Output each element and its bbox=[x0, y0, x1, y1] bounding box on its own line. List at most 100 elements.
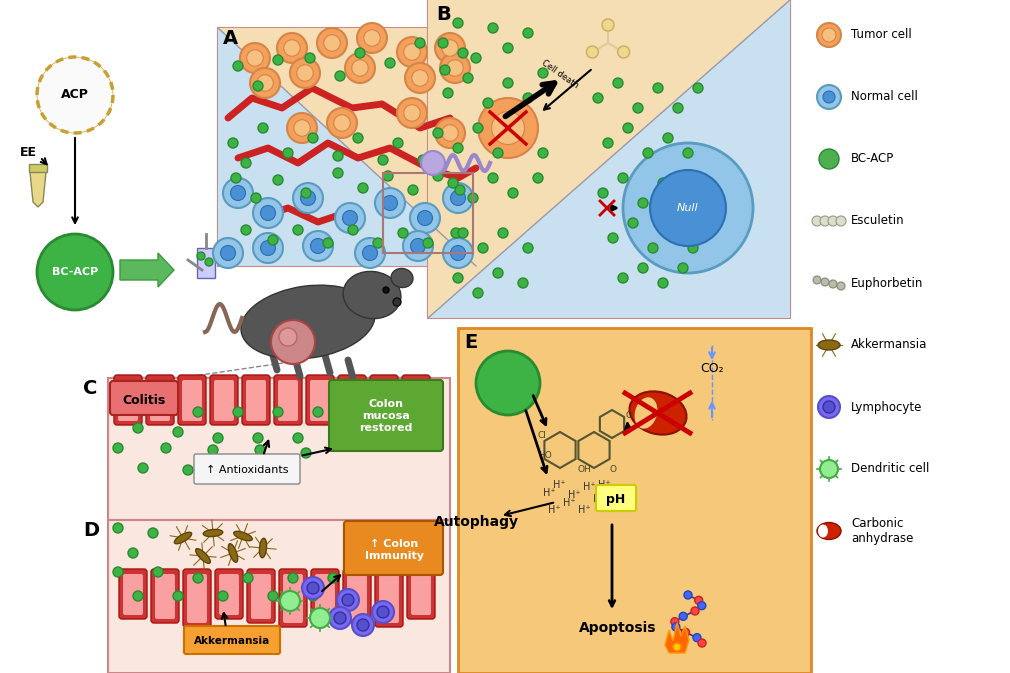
Circle shape bbox=[351, 60, 369, 76]
Circle shape bbox=[354, 133, 363, 143]
Circle shape bbox=[257, 75, 274, 92]
Circle shape bbox=[317, 28, 347, 58]
Circle shape bbox=[273, 55, 283, 65]
Circle shape bbox=[523, 243, 533, 253]
Circle shape bbox=[375, 188, 405, 218]
Circle shape bbox=[628, 218, 638, 228]
Text: O: O bbox=[625, 411, 632, 420]
Text: OH: OH bbox=[578, 465, 592, 474]
Circle shape bbox=[450, 190, 466, 205]
FancyBboxPatch shape bbox=[119, 569, 147, 619]
Text: pH: pH bbox=[606, 493, 625, 505]
FancyBboxPatch shape bbox=[210, 375, 238, 425]
Ellipse shape bbox=[175, 532, 192, 544]
Circle shape bbox=[230, 186, 245, 201]
Circle shape bbox=[258, 123, 268, 133]
Circle shape bbox=[284, 40, 300, 57]
Bar bbox=[218, 28, 476, 266]
FancyBboxPatch shape bbox=[152, 569, 179, 623]
Circle shape bbox=[638, 198, 648, 208]
Text: CO₂: CO₂ bbox=[700, 362, 723, 375]
Circle shape bbox=[255, 445, 265, 455]
Text: O: O bbox=[610, 465, 617, 474]
Circle shape bbox=[290, 58, 320, 88]
Circle shape bbox=[393, 298, 401, 306]
Circle shape bbox=[698, 602, 706, 610]
FancyBboxPatch shape bbox=[596, 485, 636, 511]
Circle shape bbox=[287, 113, 317, 143]
Circle shape bbox=[817, 23, 841, 47]
Text: Null: Null bbox=[677, 203, 699, 213]
FancyBboxPatch shape bbox=[274, 375, 302, 425]
Circle shape bbox=[148, 528, 158, 538]
FancyBboxPatch shape bbox=[194, 454, 300, 484]
Text: H⁺: H⁺ bbox=[583, 482, 596, 492]
Ellipse shape bbox=[260, 538, 267, 558]
Polygon shape bbox=[665, 623, 689, 653]
Circle shape bbox=[355, 48, 365, 58]
Circle shape bbox=[672, 623, 680, 631]
Ellipse shape bbox=[391, 269, 413, 287]
Text: Akkermansia: Akkermansia bbox=[194, 636, 270, 646]
Circle shape bbox=[415, 38, 425, 48]
Circle shape bbox=[333, 151, 343, 161]
Circle shape bbox=[492, 112, 524, 145]
FancyBboxPatch shape bbox=[402, 375, 430, 425]
Circle shape bbox=[695, 596, 703, 604]
FancyBboxPatch shape bbox=[370, 375, 398, 425]
Circle shape bbox=[468, 193, 478, 203]
Circle shape bbox=[623, 123, 633, 133]
Circle shape bbox=[393, 138, 403, 148]
Circle shape bbox=[113, 443, 123, 453]
Circle shape bbox=[113, 397, 123, 407]
FancyBboxPatch shape bbox=[150, 380, 170, 421]
Circle shape bbox=[37, 57, 113, 133]
Circle shape bbox=[358, 183, 368, 193]
Circle shape bbox=[193, 407, 203, 417]
Circle shape bbox=[663, 133, 673, 143]
Circle shape bbox=[820, 216, 830, 226]
FancyBboxPatch shape bbox=[315, 574, 335, 615]
Circle shape bbox=[213, 433, 223, 443]
Circle shape bbox=[329, 607, 351, 629]
Ellipse shape bbox=[817, 522, 841, 540]
Text: Carbonic
anhydrase: Carbonic anhydrase bbox=[851, 517, 913, 545]
Circle shape bbox=[213, 238, 243, 268]
Circle shape bbox=[508, 188, 518, 198]
Circle shape bbox=[327, 108, 357, 138]
Ellipse shape bbox=[233, 531, 252, 540]
Circle shape bbox=[308, 591, 318, 601]
Text: ACP: ACP bbox=[61, 89, 89, 102]
Polygon shape bbox=[30, 172, 46, 207]
Circle shape bbox=[405, 63, 435, 93]
Ellipse shape bbox=[343, 271, 401, 318]
Circle shape bbox=[438, 38, 448, 48]
FancyBboxPatch shape bbox=[182, 380, 202, 421]
Text: H⁺: H⁺ bbox=[578, 505, 591, 515]
Circle shape bbox=[305, 53, 315, 63]
Text: BC-ACP: BC-ACP bbox=[851, 153, 894, 166]
Circle shape bbox=[443, 88, 453, 98]
FancyBboxPatch shape bbox=[344, 521, 443, 575]
Circle shape bbox=[273, 407, 283, 417]
Circle shape bbox=[458, 48, 468, 58]
FancyBboxPatch shape bbox=[246, 380, 266, 421]
FancyBboxPatch shape bbox=[110, 381, 178, 415]
Circle shape bbox=[310, 608, 330, 628]
Polygon shape bbox=[29, 164, 47, 172]
Polygon shape bbox=[120, 253, 174, 287]
Circle shape bbox=[228, 138, 238, 148]
Polygon shape bbox=[428, 0, 790, 318]
Bar bbox=[383, 173, 473, 253]
Text: ↑ Colon
Immunity: ↑ Colon Immunity bbox=[365, 539, 423, 561]
FancyBboxPatch shape bbox=[215, 569, 243, 619]
Circle shape bbox=[378, 155, 388, 165]
Circle shape bbox=[417, 211, 432, 225]
Circle shape bbox=[113, 523, 123, 533]
Circle shape bbox=[268, 235, 278, 245]
Circle shape bbox=[383, 171, 393, 181]
Circle shape bbox=[250, 68, 280, 98]
FancyBboxPatch shape bbox=[178, 375, 206, 425]
Circle shape bbox=[691, 607, 699, 615]
FancyBboxPatch shape bbox=[118, 380, 138, 421]
